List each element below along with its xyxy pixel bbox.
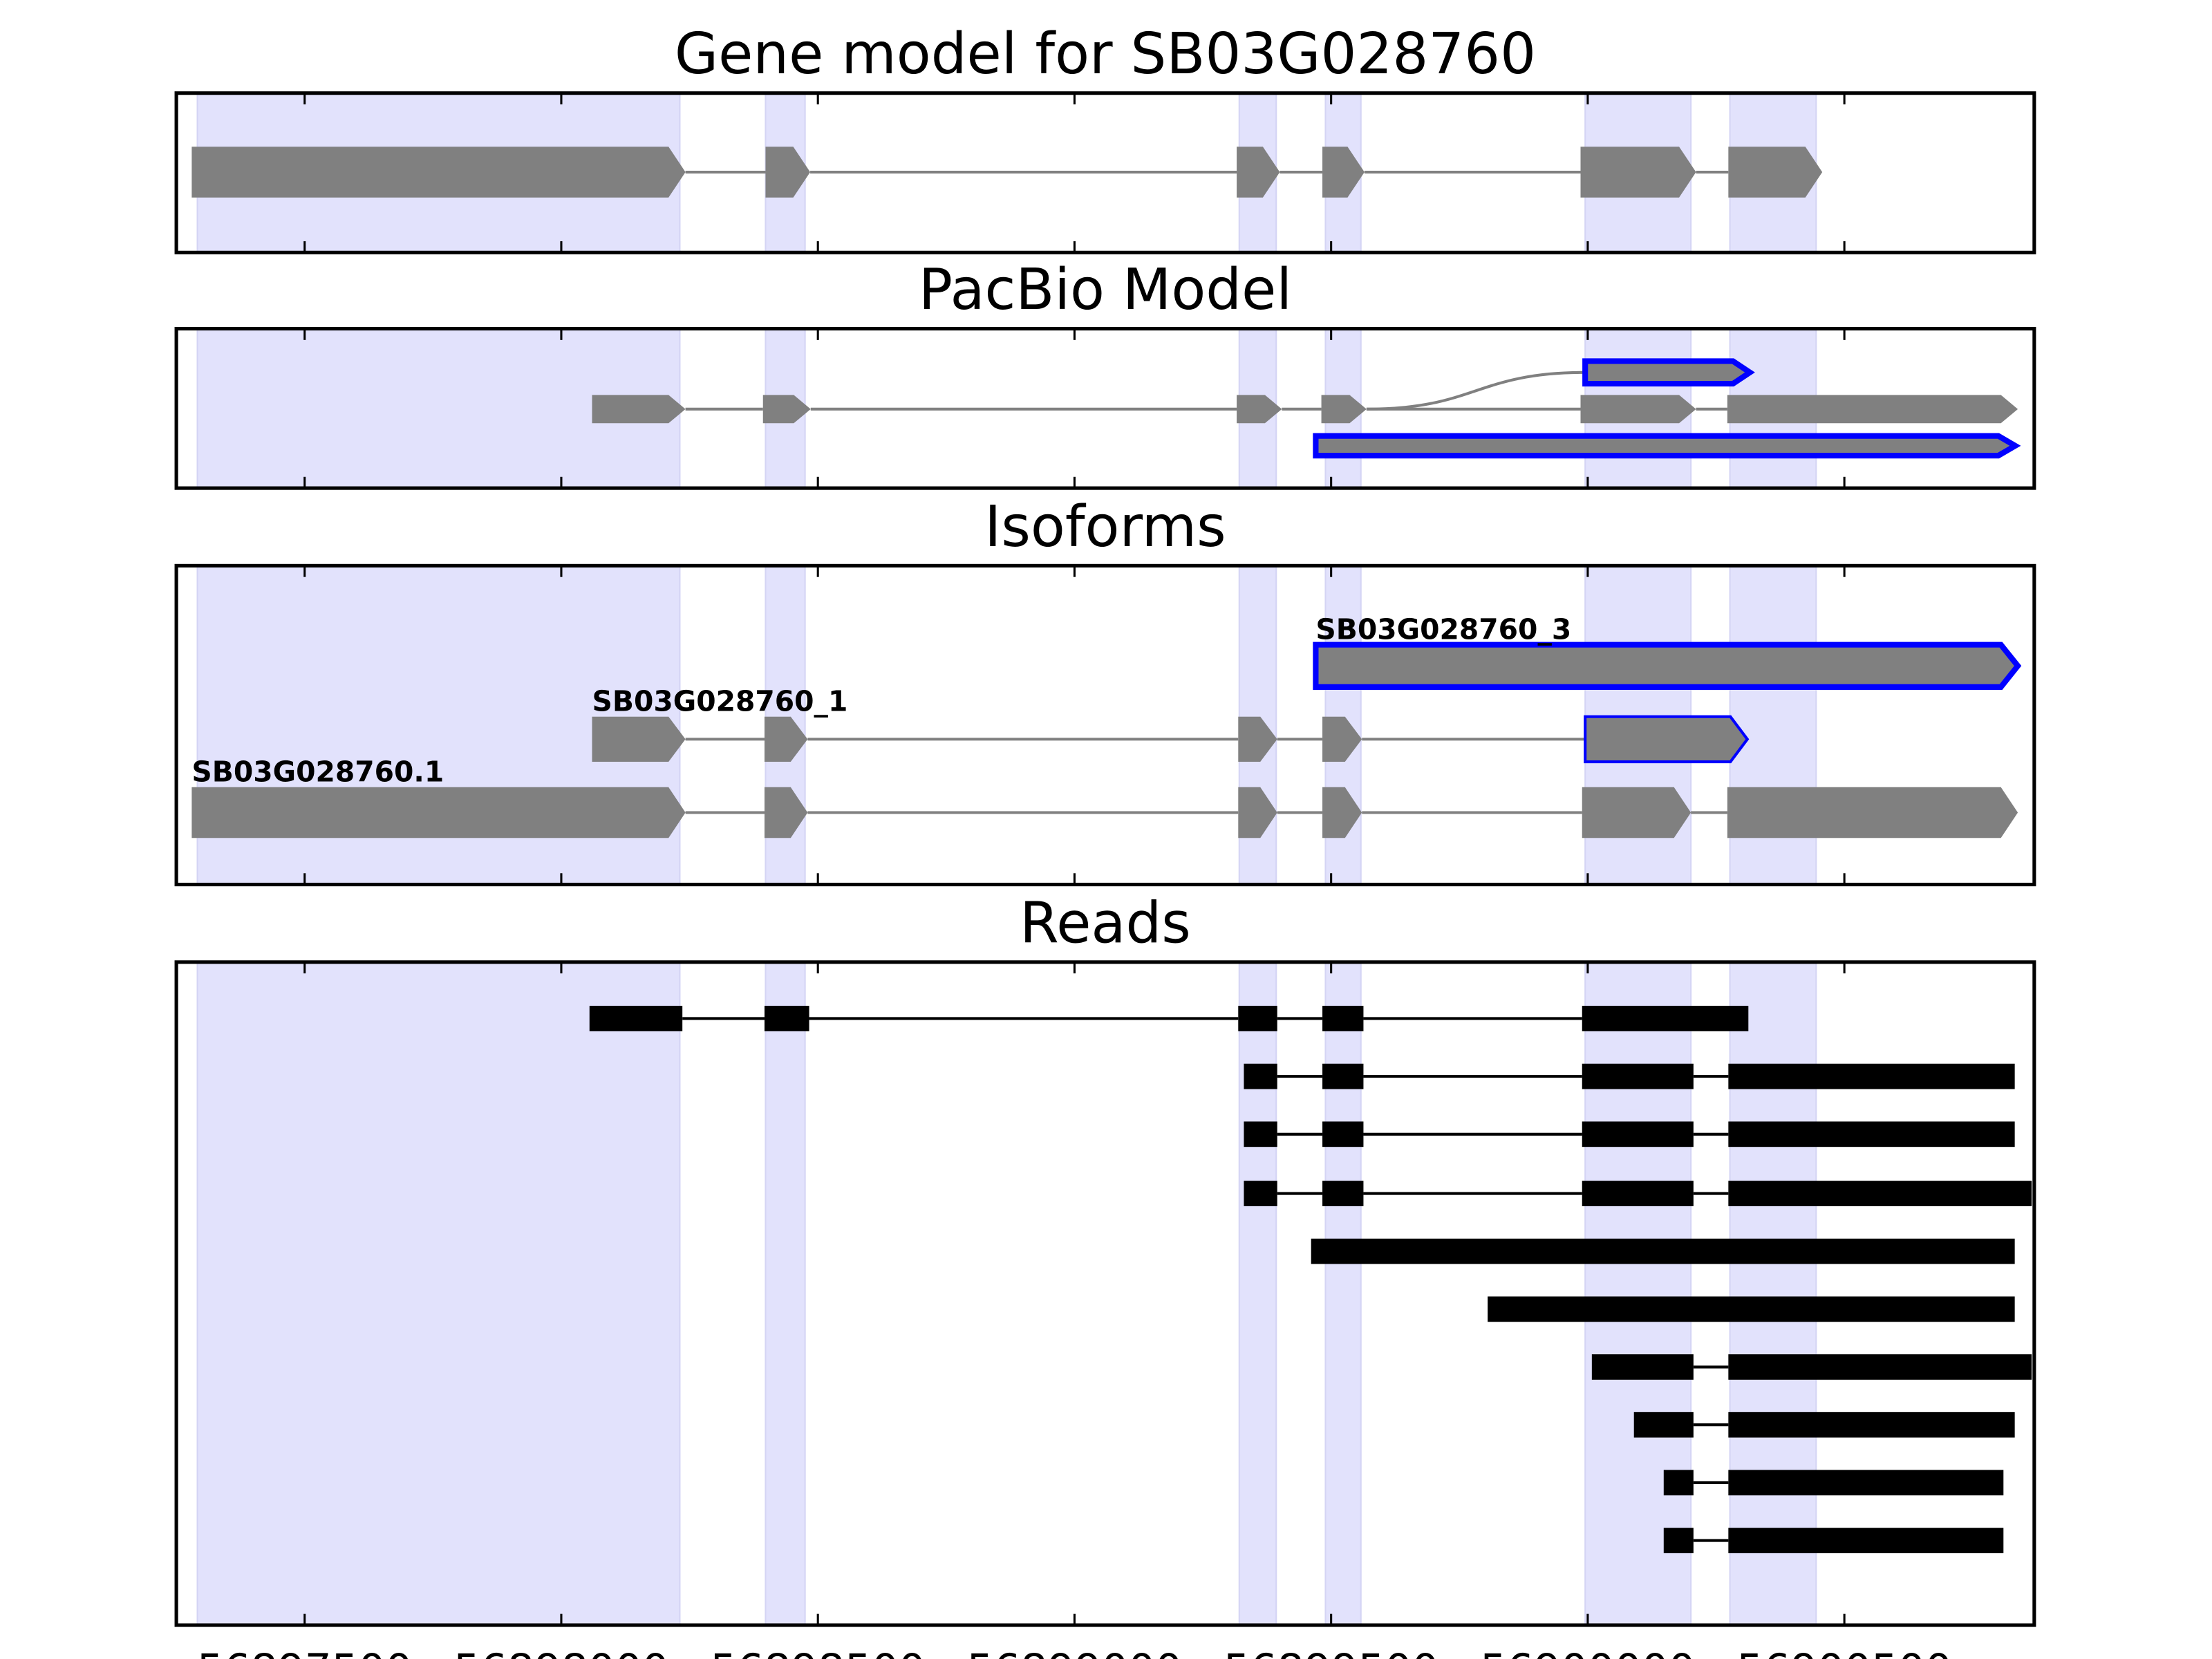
read-block [1728,1121,2015,1147]
panel-title: Gene model for SB03G028760 [675,21,1536,87]
x-tick-label: 56897500 [197,1646,413,1659]
read-block [1728,1354,2032,1380]
read-block [1663,1470,1694,1496]
exon [1322,147,1365,198]
read-block [1633,1412,1694,1438]
x-tick-label: 56898000 [453,1646,669,1659]
exon [1580,147,1696,198]
read-block [1591,1354,1694,1380]
exon [1580,395,1696,424]
exon [764,716,808,762]
branch-intron [1366,371,1586,411]
panel [196,328,2021,489]
exon-band [765,962,806,1626]
read-block [1582,1006,1749,1031]
exon-band [1729,962,1817,1626]
read-block [1311,1238,2015,1264]
exon [1322,716,1362,762]
exon [1584,715,1750,764]
panel [191,93,1823,253]
isoform-label: SB03G028760_1 [592,685,848,718]
exon [1727,787,2018,838]
exon [191,147,686,198]
exon [1313,641,2022,690]
read-block [1238,1006,1277,1031]
read-block [1728,1528,2004,1553]
panel-frame [174,91,2036,254]
exon [1582,358,1755,387]
read-block [1663,1528,1694,1553]
panel-frame [174,960,2036,1627]
exon [764,787,808,838]
read-block [589,1006,683,1031]
exon [592,395,686,424]
read-block [1322,1006,1364,1031]
read-block [1244,1121,1277,1147]
exon-band [1584,962,1692,1626]
x-tick-label: 56900500 [1736,1646,1952,1659]
isoform-label: SB03G028760.1 [191,756,444,789]
x-tick-label: 56899000 [967,1646,1183,1659]
read-block [1582,1181,1694,1206]
panel-frame [174,326,2036,490]
panel-title: PacBio Model [919,257,1292,323]
exon [1238,716,1277,762]
read-block [1582,1121,1694,1147]
read-block [1488,1296,2015,1322]
panel [196,962,2032,1626]
exon-band [196,962,681,1626]
read-block [1728,1063,2015,1089]
exon [1237,147,1280,198]
exon-band [1238,962,1277,1626]
exon [1238,787,1277,838]
read-block [1244,1063,1277,1089]
read-block [764,1006,809,1031]
exon [1321,395,1367,424]
exon [191,787,686,838]
exon [1237,395,1282,424]
panel [191,565,2022,885]
read-block [1728,1470,2004,1496]
isoform-label: SB03G028760_3 [1315,612,1571,646]
panel-title: Reads [1020,890,1191,956]
read-block [1322,1181,1364,1206]
exon-band [1324,962,1362,1626]
x-tick-label: 56899500 [1224,1646,1439,1659]
exon [1727,395,2018,424]
panel-title: Isoforms [984,494,1226,560]
exon [592,716,686,762]
exon [765,147,811,198]
exon [762,395,811,424]
exon [1582,787,1691,838]
x-tick-label: 56900000 [1480,1646,1696,1659]
read-block [1582,1063,1694,1089]
read-block [1728,1181,2032,1206]
read-block [1322,1121,1364,1147]
exon [1322,787,1362,838]
exon [1728,147,1823,198]
panel-frame [174,563,2036,887]
x-tick-label: 56898500 [710,1646,926,1659]
read-block [1728,1412,2015,1438]
exon [1313,433,2021,459]
read-block [1244,1181,1277,1206]
read-block [1322,1063,1364,1089]
